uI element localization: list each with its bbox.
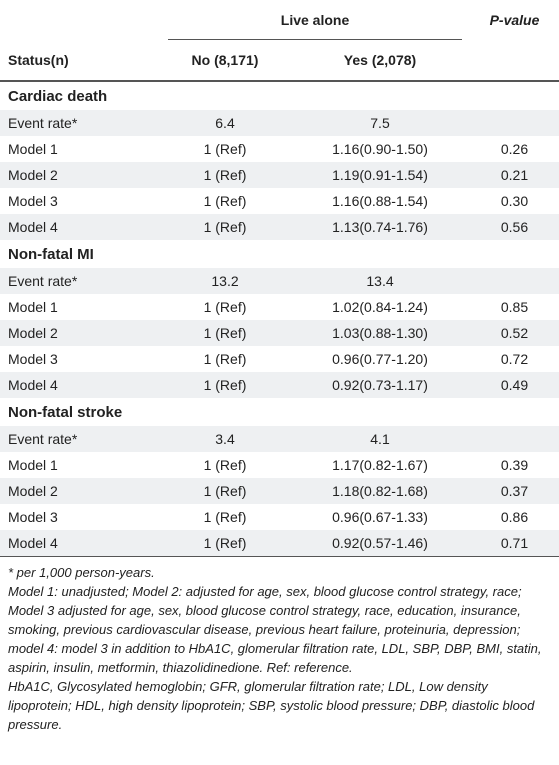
cell: 1 (Ref) xyxy=(160,372,290,398)
data-row: Model 1 1 (Ref) 1.16(0.90-1.50) 0.26 xyxy=(0,136,559,162)
header-row: Status(n) No (8,171) Yes (2,078) xyxy=(0,40,559,82)
cell: 0.92(0.57-1.46) xyxy=(290,530,470,557)
cell: 0.96(0.67-1.33) xyxy=(332,509,428,525)
cell: 1 (Ref) xyxy=(203,141,247,157)
section-row: Non-fatal MI xyxy=(0,240,559,268)
row-label: Model 2 xyxy=(0,320,160,346)
cell: 0.92(0.73-1.17) xyxy=(290,372,470,398)
cell: 1 (Ref) xyxy=(160,320,290,346)
cell: 1.03(0.88-1.30) xyxy=(290,320,470,346)
group-header: Live alone xyxy=(160,0,470,40)
cell: 1.19(0.91-1.54) xyxy=(290,162,470,188)
cell: 1 (Ref) xyxy=(203,351,247,367)
row-label: Model 3 xyxy=(8,193,58,209)
cell: 6.4 xyxy=(160,110,290,136)
status-header: Status(n) xyxy=(0,40,160,82)
row-label: Model 4 xyxy=(0,214,160,240)
section-row: Non-fatal stroke xyxy=(0,398,559,426)
cell: 13.2 xyxy=(160,268,290,294)
row-label: Model 3 xyxy=(8,351,58,367)
data-row: Model 3 1 (Ref) 0.96(0.77-1.20) 0.72 xyxy=(0,346,559,372)
section-row: Cardiac death xyxy=(0,81,559,110)
header-row: Live alone P-value xyxy=(0,0,559,40)
cell: 4.1 xyxy=(290,426,470,452)
cell: 1 (Ref) xyxy=(203,509,247,525)
cell: 0.86 xyxy=(500,509,529,525)
cell: 0.49 xyxy=(470,372,559,398)
cell: 0.39 xyxy=(500,457,529,473)
blank xyxy=(0,0,160,40)
row-label: Model 1 xyxy=(8,141,58,157)
cell: 0.30 xyxy=(500,193,529,209)
cell: 1 (Ref) xyxy=(160,478,290,504)
cell: 1 (Ref) xyxy=(160,530,290,557)
results-table: Live alone P-value Status(n) No (8,171) … xyxy=(0,0,559,557)
cell: 0.71 xyxy=(470,530,559,557)
row-label: Model 1 xyxy=(8,457,58,473)
cell: 0.37 xyxy=(470,478,559,504)
blank xyxy=(470,40,559,82)
cell: 0.21 xyxy=(470,162,559,188)
data-row: Event rate* 3.4 4.1 xyxy=(0,426,559,452)
footnote: * per 1,000 person-years. xyxy=(8,565,155,580)
data-row: Event rate* 13.2 13.4 xyxy=(0,268,559,294)
row-label: Event rate* xyxy=(0,268,160,294)
row-label: Model 2 xyxy=(0,162,160,188)
yes-header: Yes (2,078) xyxy=(290,40,470,82)
cell xyxy=(470,268,559,294)
section-title: Cardiac death xyxy=(8,87,108,105)
cell: 1 (Ref) xyxy=(203,193,247,209)
cell: 1.17(0.82-1.67) xyxy=(332,457,428,473)
row-label: Model 2 xyxy=(0,478,160,504)
cell: 1 (Ref) xyxy=(203,299,247,315)
cell: 0.72 xyxy=(500,351,529,367)
data-row: Model 1 1 (Ref) 1.02(0.84-1.24) 0.85 xyxy=(0,294,559,320)
footnote: Model 1: unadjusted; Model 2: adjusted f… xyxy=(8,584,542,675)
cell: 1 (Ref) xyxy=(203,457,247,473)
cell: 1.02(0.84-1.24) xyxy=(332,299,428,315)
row-label: Model 4 xyxy=(0,530,160,557)
cell: 1 (Ref) xyxy=(160,162,290,188)
row-label: Model 3 xyxy=(8,509,58,525)
cell: 0.85 xyxy=(500,299,529,315)
cell: 3.4 xyxy=(160,426,290,452)
cell: 0.26 xyxy=(500,141,529,157)
footnotes: * per 1,000 person-years. Model 1: unadju… xyxy=(0,557,559,734)
cell: 0.52 xyxy=(470,320,559,346)
data-row: Model 3 1 (Ref) 1.16(0.88-1.54) 0.30 xyxy=(0,188,559,214)
data-row: Event rate* 6.4 7.5 xyxy=(0,110,559,136)
cell: 7.5 xyxy=(290,110,470,136)
footnote: HbA1C, Glycosylated hemoglobin; GFR, glo… xyxy=(8,679,535,732)
data-row: Model 3 1 (Ref) 0.96(0.67-1.33) 0.86 xyxy=(0,504,559,530)
no-header: No (8,171) xyxy=(160,40,290,82)
cell: 1.16(0.90-1.50) xyxy=(332,141,428,157)
cell: 1 (Ref) xyxy=(160,214,290,240)
row-label: Model 4 xyxy=(0,372,160,398)
row-label: Model 1 xyxy=(8,299,58,315)
cell: 13.4 xyxy=(290,268,470,294)
cell xyxy=(470,110,559,136)
cell: 1.13(0.74-1.76) xyxy=(290,214,470,240)
section-title: Non-fatal stroke xyxy=(8,403,123,421)
cell: 1.16(0.88-1.54) xyxy=(332,193,428,209)
section-title: Non-fatal MI xyxy=(8,245,94,263)
row-label: Event rate* xyxy=(0,110,160,136)
cell: 0.56 xyxy=(470,214,559,240)
cell: 0.96(0.77-1.20) xyxy=(332,351,428,367)
cell xyxy=(470,426,559,452)
data-row: Model 1 1 (Ref) 1.17(0.82-1.67) 0.39 xyxy=(0,452,559,478)
cell: 1.18(0.82-1.68) xyxy=(290,478,470,504)
row-label: Event rate* xyxy=(0,426,160,452)
pvalue-header: P-value xyxy=(489,12,540,28)
